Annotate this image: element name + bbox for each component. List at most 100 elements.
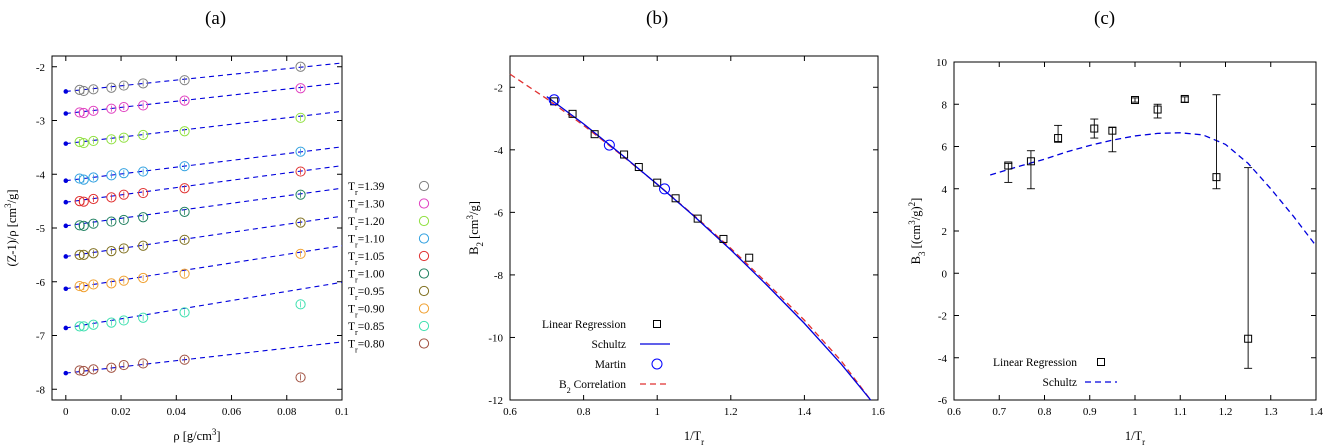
chart-a-point — [179, 75, 190, 86]
chart-b-martin-point — [548, 94, 560, 106]
chart-a-point — [106, 134, 117, 145]
chart-c-regression-point — [1244, 334, 1253, 343]
chart-a-point — [295, 248, 306, 259]
chart-c-y-tick-label: 10 — [936, 57, 948, 69]
chart-a-point — [295, 61, 306, 72]
chart-a-intercept-point — [63, 325, 69, 331]
chart-c-regression-point — [1090, 124, 1099, 133]
chart-a-fit-line — [65, 215, 343, 258]
chart-a-intercept-point — [63, 199, 69, 205]
chart-b-plot-frame — [509, 55, 879, 401]
chart-a-point — [78, 321, 89, 332]
chart-a-point — [78, 174, 89, 185]
chart-a-fit-line — [65, 245, 343, 290]
chart-a-point — [118, 189, 129, 200]
chart-a-x-tick-label: 0.02 — [111, 406, 130, 418]
chart-a-point — [78, 282, 89, 293]
chart-a-point — [295, 189, 306, 200]
chart-a-point — [295, 112, 306, 123]
chart-a-point — [295, 372, 306, 383]
chart-b-legend-label: B2 Correlation — [559, 379, 626, 395]
chart-a-fit-line — [65, 82, 343, 115]
chart-a-legend-label: Tr=1.05 — [348, 251, 385, 267]
panel-label-c: (c) — [1094, 8, 1116, 29]
chart-c-y-tick-label: -2 — [938, 311, 947, 323]
chart-a-point — [74, 280, 85, 292]
chart-a-point — [138, 100, 149, 111]
chart-b-martin-point — [603, 139, 615, 151]
chart-c-y-tick-label: 6 — [942, 142, 948, 154]
chart-a-intercept-point — [63, 178, 69, 183]
chart-a-x-tick-label: 0.1 — [335, 406, 349, 418]
chart-c-y-tick-label: 0 — [942, 268, 948, 280]
chart-a-point — [88, 84, 99, 95]
chart-a-fit-line — [65, 341, 343, 374]
chart-a-legend-marker — [418, 338, 430, 349]
chart-a-legend-label: Tr=0.80 — [348, 339, 385, 355]
chart-a-legend-label: Tr=1.10 — [348, 234, 385, 250]
chart-c-x-tick-label: 1 — [1132, 406, 1138, 418]
chart-a-point — [118, 132, 129, 143]
chart-b-regression-point — [671, 194, 680, 203]
chart-b-x-tick-label: 0.8 — [577, 406, 591, 418]
chart-b-y-tick-label: -4 — [494, 145, 504, 157]
chart-c-x-tick-label: 1.4 — [1309, 406, 1323, 418]
chart-a-intercept-point — [63, 111, 69, 116]
chart-a-point — [118, 214, 129, 226]
chart-b-x-tick-label: 1.4 — [798, 406, 812, 418]
chart-c-regression-point — [1153, 105, 1162, 114]
chart-a-intercept-point — [63, 370, 69, 376]
chart-b-x-tick-label: 0.6 — [503, 406, 517, 418]
chart-a-point — [78, 365, 89, 377]
chart-b-regression-point — [653, 178, 662, 187]
chart-a-point — [78, 196, 89, 207]
chart-a-point — [138, 166, 149, 177]
chart-a-point — [138, 129, 149, 141]
chart-c-schultz-line — [990, 132, 1317, 247]
chart-a-point — [118, 80, 129, 91]
chart-a-point — [106, 82, 117, 93]
chart-a-point — [78, 249, 89, 260]
chart-a-legend-label: Tr=0.85 — [348, 321, 385, 337]
chart-c-plot-frame — [953, 61, 1317, 401]
chart-a-point — [106, 278, 117, 289]
chart-b-y-tick-label: -2 — [494, 82, 503, 94]
chart-b-y-tick-label: -6 — [494, 207, 504, 219]
chart-c-regression-point — [1131, 96, 1139, 105]
chart-a-legend-marker — [418, 320, 430, 332]
chart-a-point — [106, 192, 117, 203]
chart-a-legend-marker — [418, 198, 430, 209]
chart-c-x-tick-label: 0.7 — [992, 406, 1006, 418]
chart-b-regression-point — [590, 130, 599, 139]
chart-c-regression-point — [1054, 134, 1063, 143]
chart-a-intercept-point — [63, 223, 69, 229]
chart-b-x-tick-label: 1.6 — [871, 406, 885, 418]
chart-b-regression-point — [745, 253, 754, 262]
chart-a-point — [295, 299, 306, 310]
chart-a-legend-marker — [418, 268, 430, 279]
chart-a-x-axis-title: ρ [g/cm3] — [173, 427, 220, 443]
chart-a-legend-marker — [418, 285, 430, 297]
chart-a-point — [88, 135, 99, 147]
chart-a-point — [295, 146, 306, 157]
chart-a-point — [138, 78, 149, 89]
chart-a-point — [74, 196, 85, 207]
chart-a-fit-line — [65, 187, 343, 227]
chart-b-y-tick-label: -8 — [494, 270, 504, 282]
chart-a-y-tick-label: -5 — [36, 223, 46, 235]
chart-a-point — [118, 315, 129, 326]
chart-a-point — [179, 234, 190, 245]
chart-a-legend-marker — [418, 250, 430, 262]
chart-b-regression-point — [693, 214, 702, 223]
chart-c-regression-point — [1180, 94, 1189, 103]
chart-c-legend-label: Linear Regression — [993, 357, 1077, 369]
chart-a-point — [88, 105, 99, 116]
chart-c-y-tick-label: 4 — [942, 184, 948, 196]
chart-a-point — [179, 126, 190, 137]
chart-a-legend-label: Tr=0.90 — [348, 304, 385, 320]
chart-a-x-tick-label: 0.04 — [167, 406, 187, 418]
chart-b-regression-point — [719, 234, 728, 243]
chart-a-legend-label: Tr=1.39 — [348, 181, 385, 197]
